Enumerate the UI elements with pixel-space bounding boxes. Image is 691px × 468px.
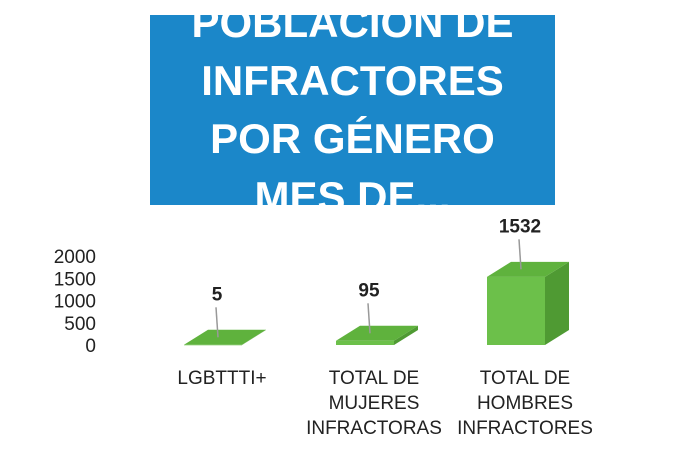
x-tick-label: TOTAL DE HOMBRES INFRACTORES	[457, 368, 593, 439]
y-tick-label: 1500	[54, 269, 96, 290]
data-label: 5	[212, 284, 223, 305]
bar-side	[545, 261, 569, 345]
data-label: 1532	[499, 216, 541, 237]
y-tick-label: 2000	[54, 247, 96, 268]
x-tick-label: TOTAL DE MUJERES INFRACTORAS	[306, 368, 442, 439]
bar-front	[184, 344, 242, 346]
bar-front	[336, 340, 394, 345]
bar-front	[487, 276, 545, 345]
bar-top	[487, 261, 569, 277]
bar-side	[394, 325, 418, 345]
x-tick-label: LGBTTTI+	[177, 368, 267, 389]
leader-line	[367, 303, 371, 334]
bar-top	[184, 329, 266, 345]
y-tick-label: 500	[64, 314, 96, 335]
bar-side	[242, 329, 266, 345]
leader-line	[518, 239, 522, 270]
bar-top	[336, 325, 418, 341]
data-label: 95	[358, 280, 380, 301]
y-tick-label: 1000	[54, 292, 96, 313]
leader-line	[215, 307, 219, 338]
y-tick-label: 0	[85, 336, 96, 357]
